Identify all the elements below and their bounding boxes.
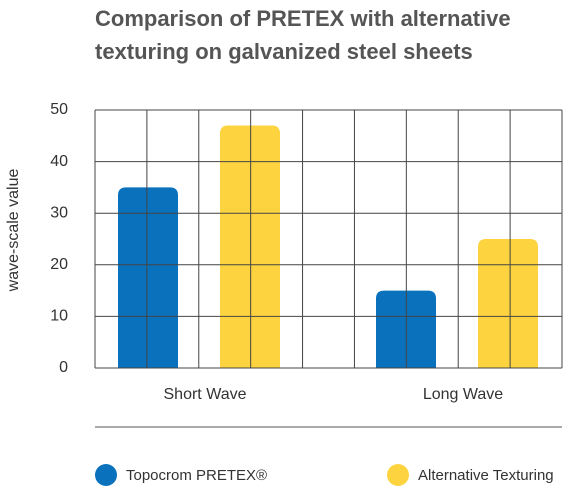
legend-label: Alternative Texturing [418,467,554,484]
y-tick-label: 40 [50,153,68,170]
bar [478,239,538,368]
legend-marker [387,464,409,486]
legend-marker [95,464,117,486]
y-axis-label: wave-scale value [5,169,22,293]
y-tick-label: 20 [50,256,68,273]
bar [220,125,280,368]
legend-label: Topocrom PRETEX® [126,467,267,484]
y-tick-label: 50 [50,101,68,118]
bar [118,187,178,368]
x-tick-label: Short Wave [164,386,247,403]
y-tick-label: 0 [59,359,68,376]
chart-title: Comparison of PRETEX with alternative te… [95,6,511,64]
y-tick-label: 30 [50,204,68,221]
x-tick-label: Long Wave [423,386,503,403]
y-tick-label: 10 [50,308,68,325]
